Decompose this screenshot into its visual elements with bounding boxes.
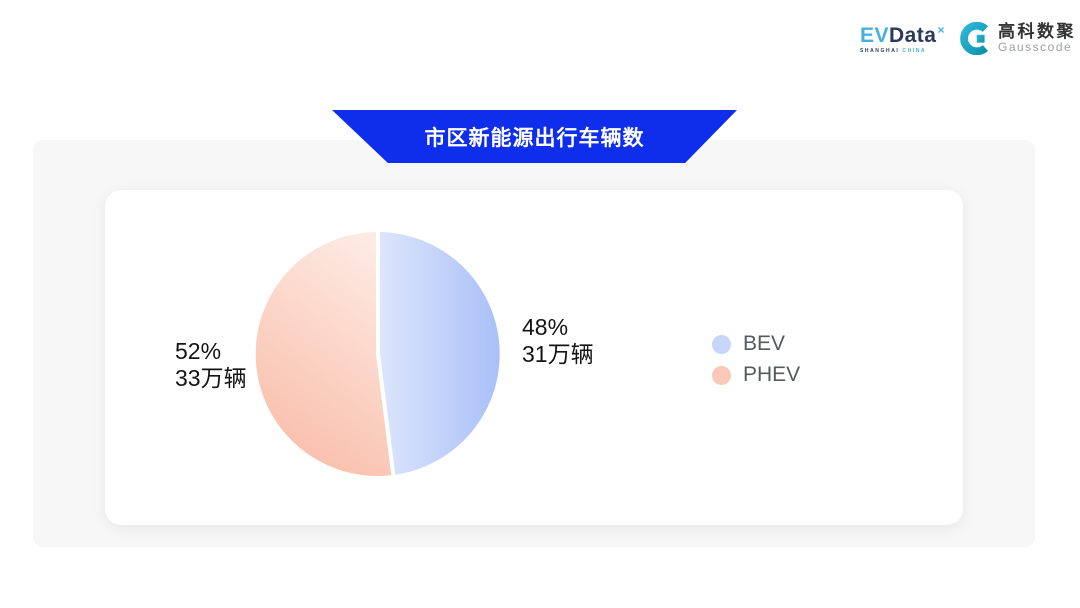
bev-value-label: 31万辆 [522, 341, 594, 367]
phev-value-label: 33万辆 [175, 365, 247, 391]
evdata-wordmark: EVData× [860, 24, 945, 46]
page-title: 市区新能源出行车辆数 [424, 126, 645, 150]
legend-item-phev[interactable]: PHEV [712, 363, 800, 387]
gausscode-g-icon [960, 22, 989, 55]
title-banner: 市区新能源出行车辆数 [332, 110, 737, 163]
phev-percent-label: 52% [175, 338, 222, 364]
bev-data-label: 48% 31万辆 [522, 314, 594, 368]
gausscode-logo: 高科数聚 Gausscode [959, 22, 1076, 55]
chart-legend: BEV PHEV [712, 332, 800, 387]
bev-legend-dot-icon [712, 334, 731, 354]
phev-legend-dot-icon [712, 365, 731, 385]
bev-percent-label: 48% [522, 314, 569, 340]
evdata-ev-text: EV [859, 23, 889, 47]
chart-card [105, 190, 963, 525]
pie-slice-bev[interactable] [378, 232, 500, 475]
gausscode-text: 高科数聚 Gausscode [998, 21, 1076, 55]
gausscode-en-name: Gausscode [998, 40, 1073, 55]
evdata-tagline: SHANGHAI CHINA [859, 47, 927, 54]
header-logos: EVData× SHANGHAI CHINA 高科数聚 Gaus [860, 22, 1076, 55]
pie-chart [255, 230, 500, 477]
evdata-x-mark: × [937, 22, 945, 37]
pie-slice-phev[interactable] [255, 231, 394, 476]
evdata-data-text: Data [888, 23, 937, 47]
phev-data-label: 52% 33万辆 [175, 338, 247, 392]
pie-chart-container [253, 229, 503, 479]
legend-item-bev[interactable]: BEV [712, 332, 800, 356]
gausscode-cn-name: 高科数聚 [998, 21, 1076, 41]
slice-divider-bottom [376, 352, 396, 477]
bev-legend-label: BEV [743, 332, 786, 355]
phev-legend-label: PHEV [743, 363, 801, 386]
evdata-logo: EVData× SHANGHAI CHINA [860, 24, 945, 54]
